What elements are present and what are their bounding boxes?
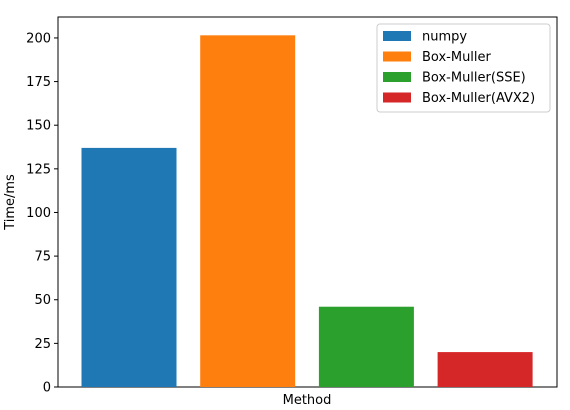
y-tick-label-0: 0 [43,381,51,396]
bars-group [81,35,533,387]
x-axis-label: Method [283,393,332,408]
y-tick-label-75: 75 [34,250,51,265]
y-tick-label-125: 125 [26,162,51,177]
bar-numpy [81,147,177,387]
legend-label: Box-Muller [422,50,492,65]
plot-frame [57,16,558,388]
legend-label: numpy [422,30,467,45]
legend-label: Box-Muller(AVX2) [422,91,535,106]
y-tick-label-100: 100 [26,206,51,221]
y-axis: 0 25 50 75 100 125 150 175 200 [26,31,58,396]
legend-swatch [383,51,411,62]
legend: numpy Box-Muller Box-Muller(SSE) Box-Muller… [376,23,551,113]
bar-box-muller-avx2 [437,352,533,387]
y-tick-label-175: 175 [26,75,51,90]
bar-box-muller-sse [318,306,414,387]
legend-swatch [383,72,411,82]
legend-box [376,23,551,113]
y-axis-label: Time/ms [3,174,18,231]
y-tick-label-200: 200 [26,31,51,46]
legend-swatch [383,92,411,103]
y-tick-label-25: 25 [34,337,51,352]
y-tick-label-50: 50 [34,293,51,308]
legend-swatch [383,31,411,41]
legend-label: Box-Muller(SSE) [422,71,526,86]
y-tick-label-150: 150 [26,119,51,134]
bar-box-muller [200,35,296,387]
